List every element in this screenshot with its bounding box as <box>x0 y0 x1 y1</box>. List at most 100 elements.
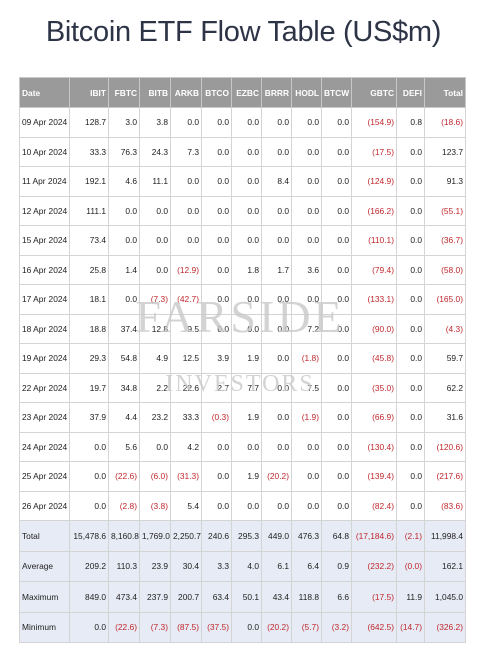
column-header[interactable]: BTCO <box>201 77 232 108</box>
flow-value-cell: 0.0 <box>69 490 109 521</box>
flow-value-cell: (58.0) <box>424 254 466 285</box>
flow-value-cell: 0.0 <box>231 611 262 643</box>
flow-value-cell: 162.1 <box>424 550 466 582</box>
flow-value-cell: (37.5) <box>201 611 232 643</box>
flow-value-cell: 91.3 <box>424 166 466 197</box>
flow-value-cell: 0.8 <box>396 107 425 138</box>
flow-value-cell: 54.8 <box>108 343 140 374</box>
flow-value-cell: 0.0 <box>321 313 352 344</box>
flow-value-cell: (2.1) <box>396 520 425 552</box>
flow-value-cell: (17,184.6) <box>351 520 397 552</box>
flow-value-cell: 849.0 <box>69 581 109 613</box>
column-header[interactable]: BITB <box>139 77 171 108</box>
flow-value-cell: 0.0 <box>291 431 322 462</box>
flow-value-cell: 11.1 <box>139 166 171 197</box>
column-header[interactable]: GBTC <box>351 77 397 108</box>
flow-value-cell: (20.2) <box>261 611 292 643</box>
flow-value-cell: 0.0 <box>321 195 352 226</box>
column-header[interactable]: Total <box>424 77 466 108</box>
flow-value-cell: 0.0 <box>201 166 232 197</box>
flow-value-cell: 0.0 <box>396 195 425 226</box>
flow-value-cell: (124.9) <box>351 166 397 197</box>
flow-value-cell: 0.0 <box>231 225 262 256</box>
flow-value-cell: 7.3 <box>170 136 202 167</box>
summary-row: Maximum 849.0 473.4 237.9 200.7 63.4 50.1 43.4 1… <box>19 581 466 613</box>
summary-label-cell: Maximum <box>19 581 70 613</box>
flow-value-cell: (31.3) <box>170 461 202 492</box>
flow-value-cell: 0.0 <box>201 225 232 256</box>
column-header[interactable]: DEFI <box>396 77 425 108</box>
flow-value-cell: (5.7) <box>291 611 322 643</box>
flow-value-cell: (154.9) <box>351 107 397 138</box>
flow-value-cell: 110.3 <box>108 550 140 582</box>
flow-value-cell: 0.0 <box>201 490 232 521</box>
flow-value-cell: 0.0 <box>170 107 202 138</box>
flow-value-cell: 0.0 <box>261 343 292 374</box>
flow-value-cell: 0.9 <box>321 550 352 582</box>
flow-value-cell: 0.0 <box>321 343 352 374</box>
flow-value-cell: 25.8 <box>69 254 109 285</box>
flow-value-cell: 0.0 <box>261 136 292 167</box>
flow-value-cell: 1.7 <box>261 254 292 285</box>
flow-value-cell: 449.0 <box>261 520 292 552</box>
column-header[interactable]: Date <box>19 77 70 108</box>
column-header[interactable]: BTCW <box>321 77 352 108</box>
table-row: 15 Apr 2024 73.4 0.0 0.0 0.0 0.0 0.0 0.0 0.0 0.0(… <box>19 225 466 256</box>
flow-value-cell: (6.0) <box>139 461 171 492</box>
flow-value-cell: 2.2 <box>139 372 171 403</box>
flow-value-cell: 0.0 <box>396 313 425 344</box>
flow-value-cell: 192.1 <box>69 166 109 197</box>
column-header[interactable]: EZBC <box>231 77 262 108</box>
flow-value-cell: 3.8 <box>139 107 171 138</box>
flow-value-cell: 0.0 <box>321 254 352 285</box>
flow-value-cell: (120.6) <box>424 431 466 462</box>
flow-value-cell: 59.7 <box>424 343 466 374</box>
flow-value-cell: 4.6 <box>108 166 140 197</box>
flow-value-cell: 3.0 <box>108 107 140 138</box>
flow-value-cell: (87.5) <box>170 611 202 643</box>
flow-value-cell: (83.6) <box>424 490 466 521</box>
flow-value-cell: 4.0 <box>231 550 262 582</box>
column-header[interactable]: FBTC <box>108 77 140 108</box>
date-cell: 18 Apr 2024 <box>19 313 70 344</box>
table-row: 26 Apr 2024 0.0 (2.8) (3.8) 5.4 0.0 0.0 0.0 0.0 0… <box>19 490 466 521</box>
flow-value-cell: 9.5 <box>170 313 202 344</box>
flow-value-cell: 0.0 <box>321 107 352 138</box>
flow-value-cell: 23.9 <box>139 550 171 582</box>
flow-value-cell: 5.4 <box>170 490 202 521</box>
flow-value-cell: 0.0 <box>396 254 425 285</box>
date-cell: 16 Apr 2024 <box>19 254 70 285</box>
flow-value-cell: 0.0 <box>261 225 292 256</box>
flow-value-cell: 237.9 <box>139 581 171 613</box>
column-header[interactable]: ARKB <box>170 77 202 108</box>
flow-value-cell: 64.8 <box>321 520 352 552</box>
flow-value-cell: 31.6 <box>424 402 466 433</box>
flow-value-cell: 0.0 <box>321 490 352 521</box>
flow-value-cell: 0.0 <box>69 431 109 462</box>
flow-value-cell: 0.0 <box>321 402 352 433</box>
flow-value-cell: 0.0 <box>291 461 322 492</box>
flow-value-cell: 0.0 <box>139 195 171 226</box>
flow-value-cell: (0.0) <box>396 550 425 582</box>
column-header[interactable]: BRRR <box>261 77 292 108</box>
flow-value-cell: 0.0 <box>170 225 202 256</box>
flow-value-cell: (326.2) <box>424 611 466 643</box>
flow-value-cell: 0.0 <box>261 431 292 462</box>
column-header[interactable]: HODL <box>291 77 322 108</box>
flow-value-cell: 11.9 <box>396 581 425 613</box>
flow-value-cell: 12.5 <box>170 343 202 374</box>
flow-value-cell: 0.0 <box>396 284 425 315</box>
summary-label-cell: Total <box>19 520 70 552</box>
flow-value-cell: 473.4 <box>108 581 140 613</box>
summary-label-cell: Minimum <box>19 611 70 643</box>
table-body: 09 Apr 2024 128.7 3.0 3.8 0.0 0.0 0.0 0.0 0.0 0.0… <box>19 107 466 643</box>
flow-value-cell: 0.0 <box>321 166 352 197</box>
date-cell: 11 Apr 2024 <box>19 166 70 197</box>
flow-value-cell: 18.1 <box>69 284 109 315</box>
flow-value-cell: (7.3) <box>139 611 171 643</box>
flow-value-cell: (18.6) <box>424 107 466 138</box>
flow-value-cell: 0.0 <box>396 343 425 374</box>
column-header[interactable]: IBIT <box>69 77 109 108</box>
table-row: 11 Apr 2024 192.1 4.6 11.1 0.0 0.0 0.0 8.4 0.0 0.… <box>19 166 466 197</box>
flow-value-cell: 0.0 <box>201 107 232 138</box>
